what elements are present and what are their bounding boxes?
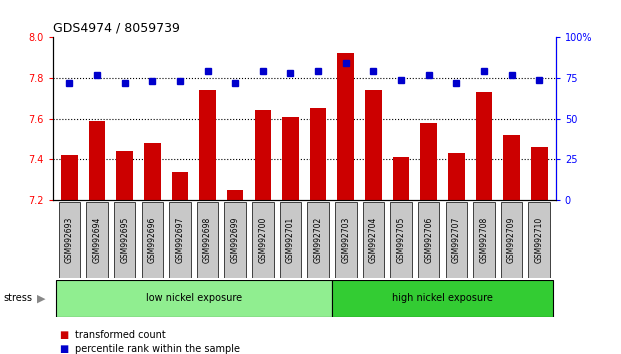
Text: ■: ■ xyxy=(59,344,68,354)
Bar xyxy=(199,90,216,200)
Bar xyxy=(307,202,329,278)
Text: GSM992703: GSM992703 xyxy=(342,217,350,263)
Text: GSM992695: GSM992695 xyxy=(120,217,129,263)
Bar xyxy=(531,147,548,200)
Bar xyxy=(503,135,520,200)
Text: GSM992699: GSM992699 xyxy=(230,217,240,263)
Bar xyxy=(420,123,437,200)
Text: ■: ■ xyxy=(59,330,68,339)
Bar xyxy=(116,151,133,200)
Bar xyxy=(392,157,409,200)
Bar xyxy=(445,202,467,278)
Bar xyxy=(86,202,108,278)
Bar xyxy=(144,143,161,200)
Bar xyxy=(89,121,106,200)
Bar xyxy=(61,155,78,200)
Bar xyxy=(448,153,465,200)
Bar xyxy=(501,202,522,278)
Text: GSM992708: GSM992708 xyxy=(479,217,489,263)
Bar xyxy=(282,116,299,200)
Text: GDS4974 / 8059739: GDS4974 / 8059739 xyxy=(53,22,179,35)
Bar xyxy=(252,202,274,278)
Text: low nickel exposure: low nickel exposure xyxy=(146,293,242,303)
Bar xyxy=(332,280,553,317)
Bar xyxy=(279,202,301,278)
Bar xyxy=(58,202,80,278)
Bar xyxy=(418,202,440,278)
Bar xyxy=(363,202,384,278)
Bar xyxy=(337,53,354,200)
Bar xyxy=(528,202,550,278)
Text: GSM992705: GSM992705 xyxy=(397,217,406,263)
Bar xyxy=(365,90,382,200)
Text: ▶: ▶ xyxy=(37,293,46,303)
Bar xyxy=(197,202,219,278)
Bar xyxy=(114,202,135,278)
Text: stress: stress xyxy=(3,293,32,303)
Bar xyxy=(169,202,191,278)
Bar xyxy=(227,190,243,200)
Bar xyxy=(476,92,492,200)
Bar xyxy=(310,108,327,200)
Bar xyxy=(171,172,188,200)
Text: high nickel exposure: high nickel exposure xyxy=(392,293,493,303)
Bar xyxy=(142,202,163,278)
Text: GSM992704: GSM992704 xyxy=(369,217,378,263)
Bar xyxy=(390,202,412,278)
Text: percentile rank within the sample: percentile rank within the sample xyxy=(75,344,240,354)
Bar xyxy=(335,202,356,278)
Text: GSM992694: GSM992694 xyxy=(93,217,101,263)
Text: GSM992706: GSM992706 xyxy=(424,217,433,263)
Text: transformed count: transformed count xyxy=(75,330,165,339)
Text: GSM992693: GSM992693 xyxy=(65,217,74,263)
Bar xyxy=(224,202,246,278)
Text: GSM992709: GSM992709 xyxy=(507,217,516,263)
Text: GSM992701: GSM992701 xyxy=(286,217,295,263)
Text: GSM992710: GSM992710 xyxy=(535,217,544,263)
Text: GSM992707: GSM992707 xyxy=(452,217,461,263)
Text: GSM992696: GSM992696 xyxy=(148,217,156,263)
Text: GSM992697: GSM992697 xyxy=(175,217,184,263)
Text: GSM992702: GSM992702 xyxy=(314,217,322,263)
Bar xyxy=(255,110,271,200)
Bar xyxy=(55,280,332,317)
Bar xyxy=(473,202,495,278)
Text: GSM992698: GSM992698 xyxy=(203,217,212,263)
Text: GSM992700: GSM992700 xyxy=(258,217,267,263)
